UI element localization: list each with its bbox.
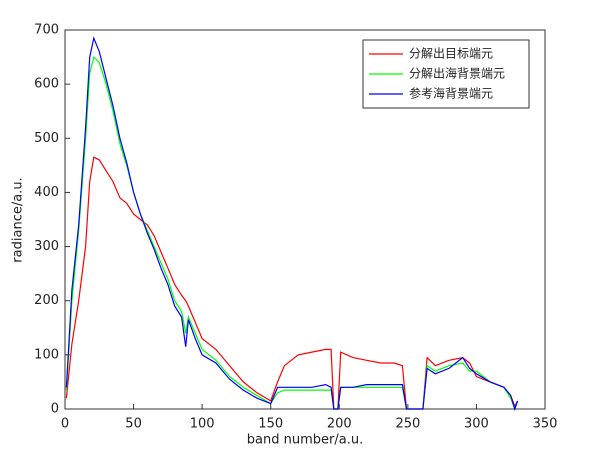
y-tick-label: 600: [34, 77, 59, 92]
y-tick-label: 200: [34, 293, 59, 308]
x-tick-label: 300: [464, 417, 489, 432]
legend-label: 分解出目标端元: [409, 47, 493, 61]
y-tick-label: 100: [34, 347, 59, 362]
legend-label: 参考海背景端元: [409, 86, 493, 101]
series-line: [65, 36, 519, 411]
y-tick-label: 400: [34, 185, 59, 200]
x-tick-label: 0: [61, 417, 69, 432]
y-tick-label: 700: [34, 23, 59, 38]
plot-area: [64, 29, 546, 410]
y-axis-label: radiance/a.u.: [11, 177, 26, 262]
x-tick-label: 350: [533, 417, 558, 432]
y-tick-label: 500: [34, 131, 59, 146]
x-tick-label: 200: [327, 417, 352, 432]
x-tick-label: 50: [125, 417, 142, 432]
y-tick-label: 300: [34, 239, 59, 254]
y-tick-label: 0: [51, 402, 59, 417]
x-axis-label: band number/a.u.: [247, 433, 363, 448]
x-tick-label: 150: [258, 417, 283, 432]
series-line: [65, 156, 519, 410]
series-line: [65, 55, 519, 411]
legend-label: 分解出海背景端元: [409, 66, 505, 81]
x-tick-label: 100: [190, 417, 215, 432]
x-tick-label: 250: [395, 417, 420, 432]
